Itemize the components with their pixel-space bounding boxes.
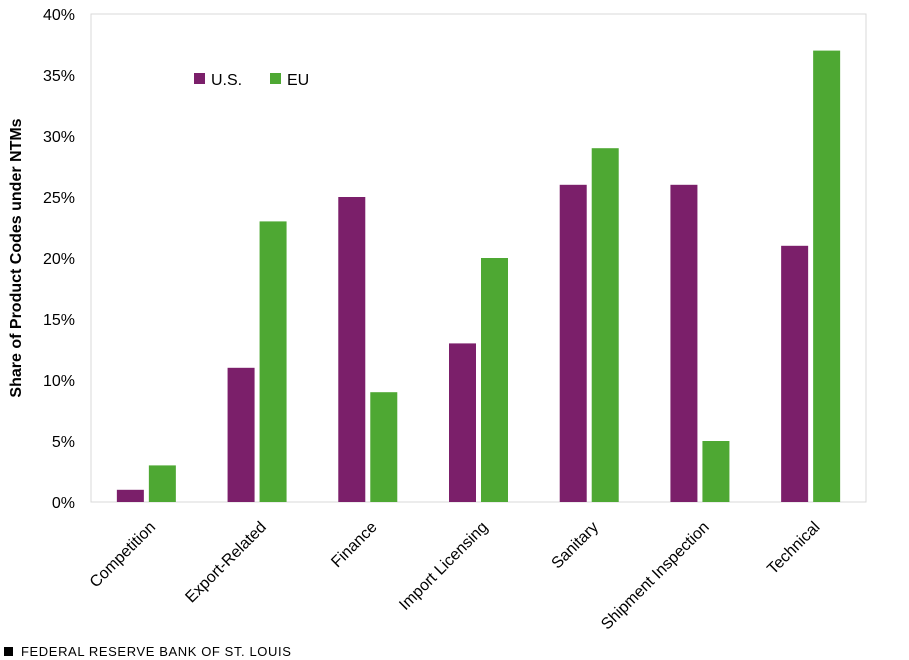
bar-us bbox=[227, 367, 255, 502]
x-tick-label: Finance bbox=[328, 519, 380, 571]
y-tick-label: 15% bbox=[43, 312, 75, 329]
legend-label: U.S. bbox=[211, 72, 242, 89]
footer-square-icon bbox=[4, 647, 13, 656]
bar-eu bbox=[591, 148, 619, 502]
bar-eu bbox=[259, 221, 287, 502]
legend-label: EU bbox=[287, 72, 309, 89]
x-tick-label: Sanitary bbox=[549, 519, 603, 573]
x-tick-label: Shipment Inspection bbox=[598, 519, 713, 634]
y-tick-label: 25% bbox=[43, 190, 75, 207]
x-tick-label: Export-Related bbox=[182, 519, 269, 606]
bar-us bbox=[781, 245, 809, 503]
bar-us bbox=[559, 184, 587, 503]
y-tick-label: 5% bbox=[52, 434, 75, 451]
legend-swatch bbox=[270, 73, 281, 84]
y-tick-label: 20% bbox=[43, 251, 75, 268]
x-tick-label: Technical bbox=[764, 519, 823, 578]
bar-eu bbox=[813, 50, 841, 502]
y-axis-label: Share of Product Codes under NTMs bbox=[8, 118, 25, 397]
y-tick-label: 30% bbox=[43, 129, 75, 146]
x-tick-label: Import Licensing bbox=[396, 519, 491, 614]
bar-us bbox=[449, 343, 476, 502]
bar-eu bbox=[481, 258, 508, 502]
bar-us bbox=[116, 489, 144, 502]
plot-area bbox=[90, 13, 867, 503]
y-tick-label: 10% bbox=[43, 373, 75, 390]
bar-eu bbox=[148, 465, 176, 502]
bar-chart: 0% 5% 10% 15% 20% 25% 30% 35% 40% Competition Exp… bbox=[8, 7, 867, 634]
bar-eu bbox=[370, 392, 398, 502]
y-tick-label: 0% bbox=[52, 495, 75, 512]
y-tick-label: 35% bbox=[43, 68, 75, 85]
footer-text: FEDERAL RESERVE BANK OF ST. LOUIS bbox=[21, 644, 292, 659]
y-tick-label: 40% bbox=[43, 7, 75, 24]
x-tick-label: Competition bbox=[87, 519, 159, 591]
footer-credit: FEDERAL RESERVE BANK OF ST. LOUIS bbox=[4, 644, 291, 659]
bar-us bbox=[670, 184, 698, 503]
bar-us bbox=[338, 197, 366, 502]
legend-swatch bbox=[194, 73, 205, 84]
bar-eu bbox=[702, 441, 730, 502]
